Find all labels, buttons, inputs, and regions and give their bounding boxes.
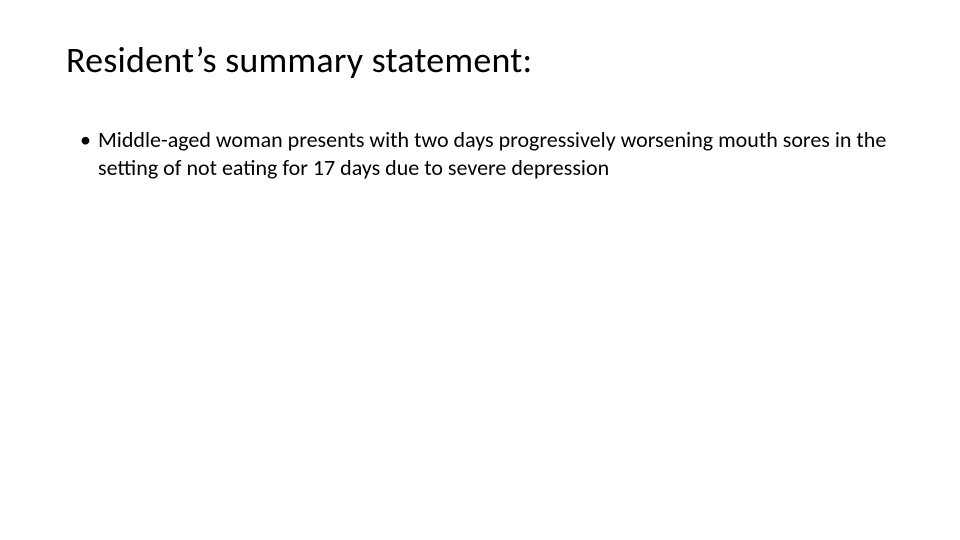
bullet-item: Middle-aged woman presents with two days… [80, 126, 894, 181]
bullet-list: Middle-aged woman presents with two days… [66, 126, 894, 181]
slide-title: Resident’s summary statement: [66, 38, 894, 82]
